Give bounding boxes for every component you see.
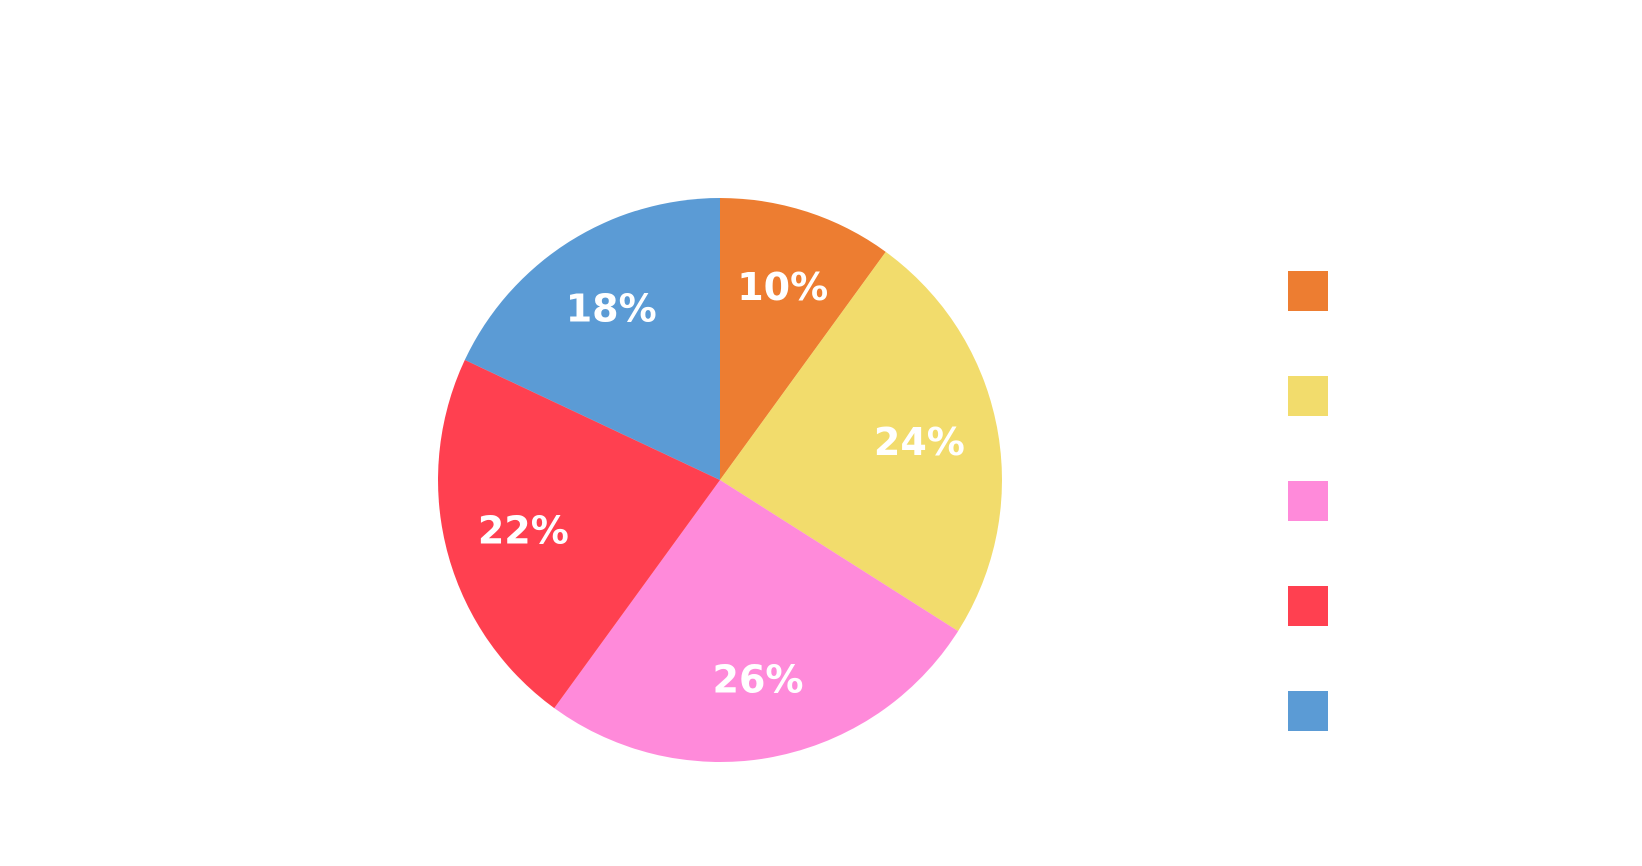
pie-slice-3	[554, 480, 959, 762]
pie-slice-4	[438, 359, 720, 709]
legend-swatch-5	[1288, 691, 1328, 731]
pie-slices	[438, 198, 1002, 762]
legend-swatch-4	[1288, 586, 1328, 626]
pie-slice-label-5: 18%	[566, 287, 657, 331]
chart-legend	[1288, 271, 1328, 731]
pie-slice-labels: 10% 24% 26% 22% 18%	[478, 265, 965, 702]
legend-swatch-1	[1288, 271, 1328, 311]
legend-swatch-2	[1288, 376, 1328, 416]
pie-slice-1	[720, 198, 886, 480]
pie-slice-2	[720, 251, 1002, 632]
pie-slice-label-3: 26%	[713, 657, 804, 701]
pie-slice-5	[464, 198, 720, 480]
pie-slice-label-2: 24%	[874, 420, 965, 464]
pie-slice-label-4: 22%	[478, 509, 569, 553]
pie-slice-label-1: 10%	[737, 265, 828, 309]
legend-swatch-3	[1288, 481, 1328, 521]
